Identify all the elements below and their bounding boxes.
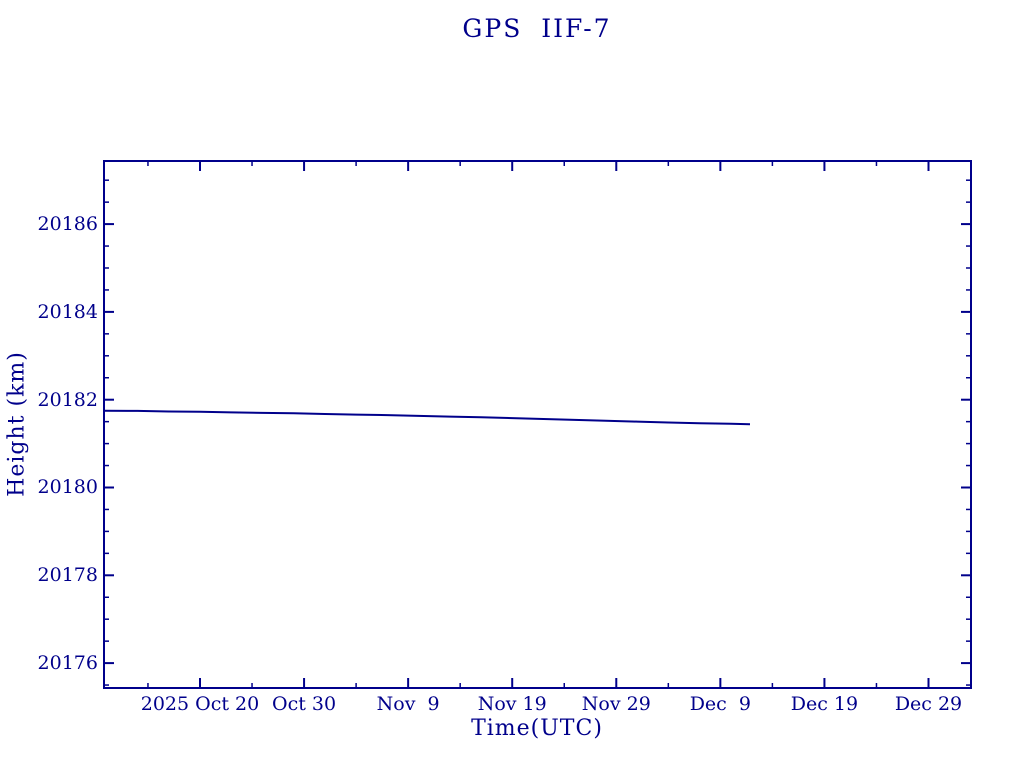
plot-frame: [103, 160, 972, 689]
y-tick-label: 20180: [37, 476, 98, 499]
y-tick-label: 20176: [37, 652, 98, 675]
y-tick-label: 20184: [37, 300, 98, 323]
x-tick-label: Nov 29: [581, 693, 651, 715]
plot-canvas: [103, 160, 972, 689]
y-tick-label: 20182: [37, 388, 98, 411]
x-tick-label: Dec 19: [790, 693, 859, 715]
x-axis-title: Time(UTC): [471, 716, 603, 741]
height-series-line: [103, 409, 751, 426]
x-tick-label: Nov 9: [376, 693, 440, 715]
x-tick-label: 2025 Oct 20: [140, 693, 260, 715]
x-tick-label: Dec 29: [894, 693, 963, 715]
chart-title: GPS IIF-7: [462, 14, 612, 43]
x-tick-label: Nov 19: [477, 693, 547, 715]
y-axis-title: Height (km): [4, 351, 30, 497]
y-tick-label: 20186: [37, 213, 98, 236]
x-tick-label: Dec 9: [689, 693, 751, 715]
plot-area: [103, 160, 972, 689]
y-tick-label: 20178: [37, 564, 98, 587]
x-tick-label: Oct 30: [272, 693, 337, 715]
